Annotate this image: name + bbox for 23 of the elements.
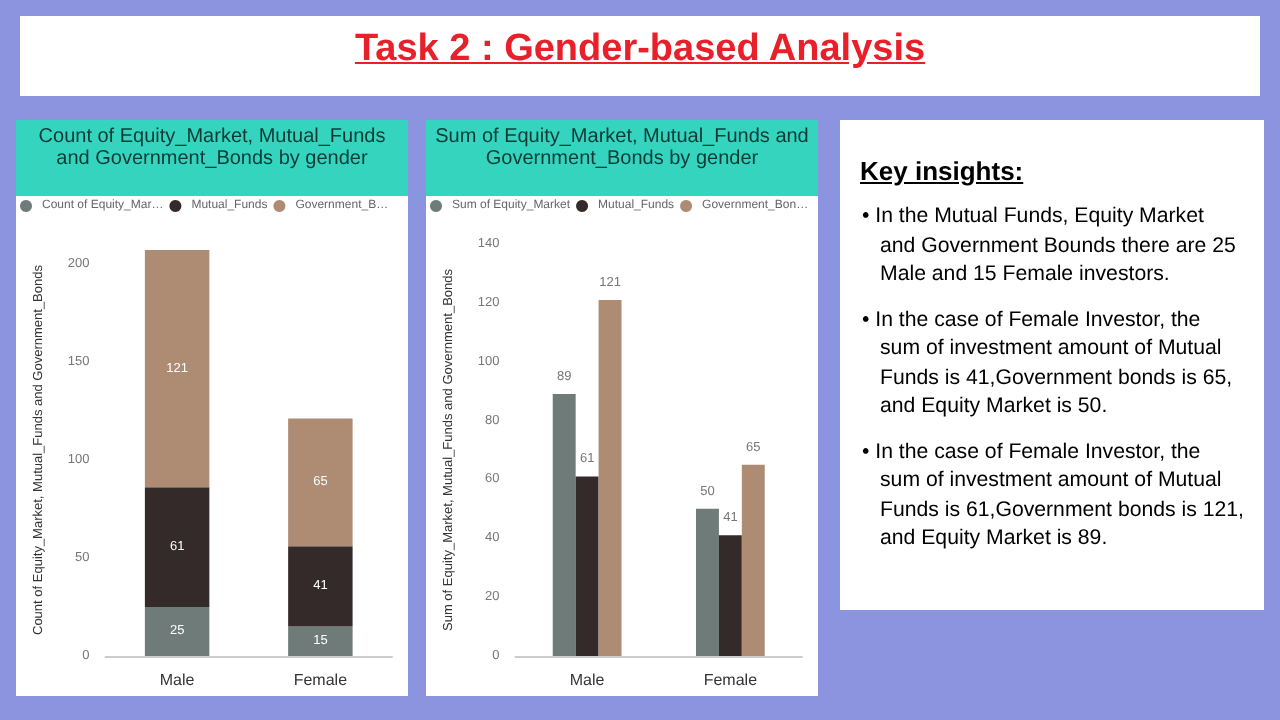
- chart-title: Count of Equity_Market, Mutual_Funds and Government_Bonds by gender: [16, 120, 408, 196]
- x-tick-label: Female: [293, 671, 349, 689]
- x-tick-label: Female: [703, 671, 759, 689]
- bar: [144, 487, 210, 607]
- x-tick-label: Male: [159, 671, 196, 689]
- text: • In the case of Female Investor, the sum of investment amount of Mutual Funds is 61,Government bonds is 121, and Equity Market is 89.: [862, 437, 1244, 553]
- bar: [575, 476, 599, 656]
- bar: [144, 249, 210, 488]
- text: • In the case of Female Investor, the sum of investment amount of Mutual Funds is 41,Government bonds is 65, and Equity Market is 50.: [862, 305, 1235, 421]
- bar: [288, 418, 353, 547]
- chart-title: Sum of Equity_Market, Mutual_Funds and Government_Bonds by gender: [426, 120, 818, 196]
- bar: [288, 546, 353, 627]
- text: Key insights:: [860, 156, 1026, 186]
- bar: [144, 606, 210, 656]
- x-tick-label: Male: [569, 671, 606, 689]
- bar: [552, 394, 576, 656]
- bar: [598, 299, 622, 656]
- bar: [288, 626, 353, 656]
- bar: [741, 464, 765, 656]
- bar: [718, 535, 742, 656]
- text: • In the Mutual Funds, Equity Market and Government Bounds there are 25 Male and 15 Female investors.: [862, 202, 1238, 289]
- bar: [695, 508, 719, 656]
- text: Task 2 : Gender-based Analysis: [352, 28, 928, 72]
